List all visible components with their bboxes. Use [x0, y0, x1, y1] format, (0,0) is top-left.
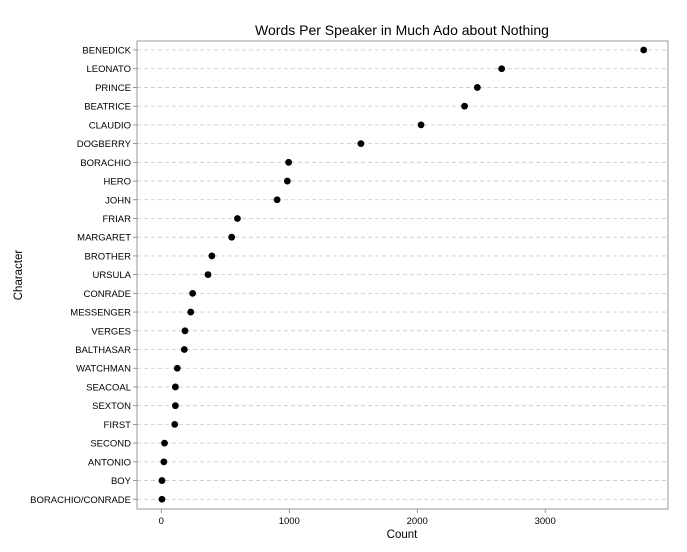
data-point: [357, 140, 365, 148]
y-tick-label: LEONATO: [86, 64, 131, 75]
data-point: [171, 421, 179, 428]
data-points: [158, 46, 648, 503]
x-tick-label: 2000: [407, 516, 428, 527]
y-tick-label: ANTONIO: [88, 457, 131, 468]
y-tick-label: BEATRICE: [84, 102, 131, 113]
data-point: [171, 402, 179, 410]
x-axis-ticks: 0 1000 2000 3000: [159, 509, 556, 527]
data-point: [161, 439, 168, 447]
y-tick-label: SECOND: [90, 439, 131, 450]
y-tick-label: CLAUDIO: [89, 120, 131, 131]
data-point: [204, 271, 212, 279]
y-tick-label: SEACOAL: [86, 382, 131, 393]
y-tick-label: MARGARET: [77, 233, 131, 244]
data-point: [187, 308, 195, 316]
data-point: [228, 233, 236, 241]
data-point: [417, 121, 425, 129]
data-point: [640, 46, 648, 54]
y-tick-label: VERGES: [91, 326, 131, 337]
x-tick-label: 0: [159, 516, 164, 527]
x-tick-label: 3000: [535, 516, 556, 527]
y-tick-label: FIRST: [104, 420, 132, 431]
data-point: [158, 495, 166, 503]
data-point: [498, 65, 506, 73]
data-point: [208, 252, 216, 260]
data-point: [181, 327, 189, 335]
y-axis-label: Character: [13, 250, 25, 301]
data-point: [160, 458, 168, 466]
data-point: [158, 477, 166, 484]
y-tick-label: PRINCE: [95, 83, 131, 94]
y-tick-label: BOY: [111, 476, 132, 487]
data-point: [173, 364, 181, 372]
data-point: [189, 289, 197, 297]
y-axis-ticks: BENEDICK LEONATO PRINCE BEATRICE CLAUDIO DOGB…: [30, 46, 137, 506]
y-tick-label: BROTHER: [85, 251, 132, 262]
y-tick-label: WATCHMAN: [76, 364, 131, 375]
data-point: [285, 158, 293, 166]
y-tick-label: BORACHIO: [80, 158, 131, 169]
x-axis-label: Count: [387, 529, 418, 541]
data-point: [273, 196, 281, 204]
y-tick-label: BALTHASAR: [75, 345, 131, 356]
data-point: [473, 84, 481, 91]
data-point: [180, 346, 188, 353]
data-point: [234, 215, 241, 222]
y-tick-label: SEXTON: [92, 401, 131, 412]
y-tick-label: MESSENGER: [70, 308, 131, 319]
y-tick-label: JOHN: [105, 195, 131, 206]
data-point: [171, 383, 179, 391]
y-tick-label: BORACHIO/CONRADE: [30, 495, 131, 506]
data-point: [461, 102, 468, 110]
x-tick-label: 1000: [279, 516, 300, 527]
chart-title: Words Per Speaker in Much Ado about Noth…: [255, 22, 549, 38]
y-tick-label: FRIAR: [103, 214, 132, 225]
gridlines: [137, 49, 668, 500]
data-point: [283, 177, 291, 185]
y-tick-label: CONRADE: [83, 289, 131, 300]
y-tick-label: BENEDICK: [82, 46, 131, 57]
y-tick-label: URSULA: [92, 270, 131, 281]
y-tick-label: HERO: [104, 177, 131, 188]
y-tick-label: DOGBERRY: [77, 139, 132, 150]
